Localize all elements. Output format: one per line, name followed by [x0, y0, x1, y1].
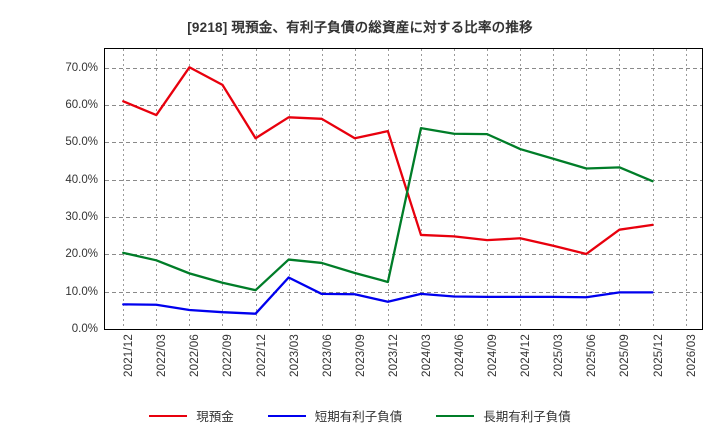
x-tick-label: 2022/06 — [189, 334, 202, 377]
gridlines — [105, 49, 702, 329]
legend-color-swatch — [436, 414, 475, 417]
x-tick-label: 2024/09 — [487, 334, 500, 377]
x-tick-label: 2023/03 — [288, 334, 301, 377]
x-tick-label: 2022/03 — [156, 334, 169, 377]
series-lines — [122, 66, 654, 315]
legend-color-swatch — [149, 414, 188, 417]
series-line — [122, 127, 654, 292]
x-tick-label: 2024/03 — [420, 334, 433, 377]
page-title: [9218] 現預金、有利子負債の総資産に対する比率の推移 — [187, 20, 533, 35]
y-tick-label: 20.0% — [65, 248, 98, 261]
x-tick-label: 2023/12 — [387, 334, 400, 377]
y-tick-label: 10.0% — [65, 285, 98, 298]
series-line — [122, 276, 654, 315]
y-tick-label: 0.0% — [71, 323, 98, 335]
x-tick-label: 2025/12 — [652, 334, 665, 377]
legend-label: 長期有利子負債 — [483, 410, 571, 424]
y-tick-label: 40.0% — [65, 173, 98, 186]
y-tick-label: 50.0% — [65, 136, 98, 149]
x-tick-label: 2022/09 — [222, 334, 235, 377]
y-axis-tick-labels: 0.0% 10.0% 20.0% 30.0% 40.0% 50.0% 60.0% 70.0% — [34, 48, 98, 335]
chart-legend: 現預金 短期有利子負債 長期有利子負債 — [0, 406, 720, 425]
legend-label: 現預金 — [196, 410, 234, 424]
series-line — [122, 66, 654, 256]
x-tick-label: 2023/09 — [354, 334, 367, 377]
x-tick-label: 2025/06 — [586, 334, 599, 377]
x-tick-label: 2022/12 — [255, 334, 268, 377]
plot-area — [104, 48, 703, 330]
x-axis-tick-labels: 2021/12 2022/03 2022/06 2022/09 2022/12 2023/… — [104, 332, 703, 402]
legend-label: 短期有利子負債 — [314, 410, 403, 424]
legend-item[interactable]: 短期有利子負債 — [267, 406, 403, 425]
x-tick-label: 2021/12 — [123, 334, 136, 377]
x-tick-label: 2023/06 — [321, 334, 334, 377]
x-tick-label: 2025/03 — [553, 334, 566, 377]
x-tick-label: 2026/03 — [685, 334, 698, 377]
legend-item[interactable]: 長期有利子負債 — [436, 406, 571, 425]
x-tick-label: 2024/12 — [520, 334, 533, 377]
y-tick-label: 60.0% — [65, 99, 98, 111]
legend-item[interactable]: 現預金 — [149, 406, 234, 425]
y-tick-label: 70.0% — [65, 61, 98, 74]
plot-inner — [105, 49, 702, 329]
legend-color-swatch — [267, 414, 306, 417]
x-tick-label: 2024/06 — [454, 334, 467, 377]
x-tick-label: 2025/09 — [619, 334, 632, 377]
y-tick-label: 30.0% — [65, 211, 98, 223]
